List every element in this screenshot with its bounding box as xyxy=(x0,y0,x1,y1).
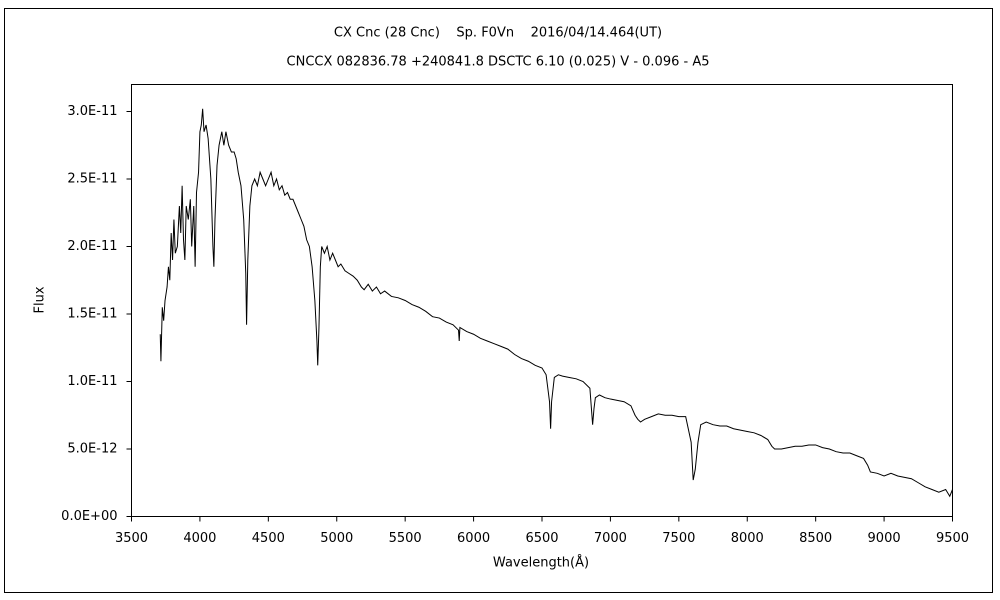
x-tick-label: 8000 xyxy=(731,531,764,546)
x-axis-label: Wavelength(Å) xyxy=(493,555,589,571)
y-axis-label: Flux xyxy=(33,286,48,313)
x-tick-label: 7500 xyxy=(662,531,695,546)
y-tick-label: 0.0E+00 xyxy=(61,509,117,524)
x-tick-label: 8500 xyxy=(799,531,832,546)
chart-subtitle: CNCCX 082836.78 +240841.8 DSCTC 6.10 (0.… xyxy=(287,55,710,70)
x-tick-label: 9000 xyxy=(868,531,901,546)
x-tick-label: 4500 xyxy=(252,531,285,546)
y-tick-label: 3.0E-11 xyxy=(67,104,117,119)
x-tick-label: 5500 xyxy=(389,531,422,546)
spectrum-line xyxy=(159,108,953,498)
y-tick-label: 1.0E-11 xyxy=(67,374,117,389)
y-tick-label: 2.5E-11 xyxy=(67,172,117,187)
x-tick-label: 5000 xyxy=(320,531,353,546)
x-tick-label: 6000 xyxy=(457,531,490,546)
y-tick-label: 5.0E-12 xyxy=(67,442,117,457)
y-tick-label: 1.5E-11 xyxy=(67,307,117,322)
x-tick-label: 6500 xyxy=(525,531,558,546)
x-tick-label: 4000 xyxy=(183,531,216,546)
x-tick-label: 7000 xyxy=(594,531,627,546)
y-tick-label: 2.0E-11 xyxy=(67,239,117,254)
x-tick-label: 9500 xyxy=(936,531,969,546)
frame xyxy=(4,8,993,593)
chart-title: CX Cnc (28 Cnc) Sp. F0Vn 2016/04/14.464(… xyxy=(334,26,662,41)
x-tick-label: 3500 xyxy=(115,531,148,546)
plot-area xyxy=(131,84,953,517)
